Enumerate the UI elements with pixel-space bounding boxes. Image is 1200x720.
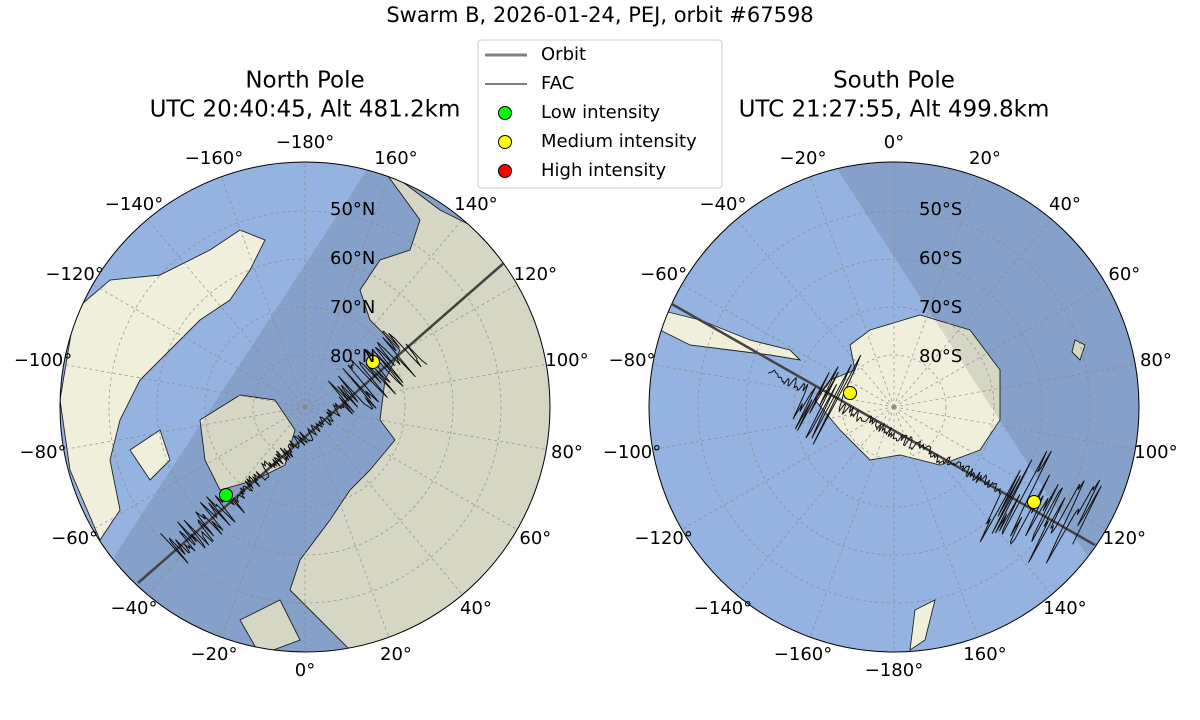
lat-label: 70°N [330, 297, 375, 318]
legend-label: Orbit [541, 44, 586, 65]
legend-label: Low intensity [541, 102, 661, 123]
meridian [220, 406, 306, 638]
meridian [652, 406, 895, 450]
lat-label: 50°N [330, 199, 375, 220]
meridian [893, 406, 979, 638]
legend-dot [498, 135, 512, 149]
meridian [92, 284, 306, 408]
lon-label: 80° [1140, 350, 1172, 371]
lon-label: 40° [1049, 194, 1081, 215]
lat-label: 60°S [919, 248, 962, 269]
map-title: North Pole [245, 68, 364, 94]
lon-label: 60° [1108, 264, 1140, 285]
lon-label: 40° [460, 598, 492, 619]
meridian [304, 406, 547, 450]
lon-label: −140° [694, 598, 752, 619]
lat-label: 70°S [919, 297, 962, 318]
lon-label: 0° [295, 660, 315, 681]
lon-label: 160° [374, 148, 417, 169]
lon-label: −80° [609, 350, 656, 371]
meridian [304, 364, 547, 408]
lon-label: 20° [969, 148, 1001, 169]
lon-label: −160° [774, 644, 832, 665]
meridian [893, 284, 1107, 408]
meridian [736, 406, 895, 595]
meridian [893, 364, 1136, 408]
legend-label: High intensity [541, 160, 666, 181]
meridian [809, 176, 895, 408]
fac-trace [160, 330, 428, 564]
meridian [63, 364, 306, 408]
south-grid [652, 162, 1136, 652]
lon-label: −60° [640, 264, 687, 285]
meridian [893, 176, 979, 408]
lon-label: −20° [191, 644, 238, 665]
meridian [304, 219, 463, 408]
lon-label: −120° [634, 528, 692, 549]
north-grid [63, 162, 547, 652]
lon-label: −20° [780, 148, 827, 169]
legend-label: Medium intensity [541, 131, 697, 152]
figure-title: Swarm B, 2026-01-24, PEJ, orbit #67598 [386, 3, 813, 27]
meridian [652, 364, 895, 408]
lon-label: 60° [519, 528, 551, 549]
meridian [681, 406, 895, 530]
lon-label: 20° [380, 644, 412, 665]
lon-label: −140° [105, 194, 163, 215]
lat-label: 80°N [330, 346, 375, 367]
map-title: South Pole [833, 68, 955, 94]
lon-label: 100° [545, 350, 588, 371]
meridian [809, 406, 895, 638]
lon-label: 80° [551, 442, 583, 463]
meridian [893, 406, 1136, 450]
medium-marker [366, 355, 380, 369]
low-marker [219, 488, 233, 502]
meridian [893, 406, 1107, 530]
meridian [304, 406, 463, 595]
lon-label: −60° [51, 528, 98, 549]
lon-label: −80° [20, 442, 67, 463]
medium-marker [843, 386, 857, 400]
lon-label: 140° [454, 194, 497, 215]
meridian [147, 219, 306, 408]
lon-label: −40° [700, 194, 747, 215]
lon-label: −120° [45, 264, 103, 285]
meridian [681, 284, 895, 408]
lon-label: 100° [1134, 442, 1177, 463]
meridian [304, 406, 518, 530]
meridian [893, 406, 1052, 595]
lon-label: −100° [603, 442, 661, 463]
legend-label: FAC [541, 73, 574, 94]
meridian [893, 219, 1052, 408]
lat-label: 50°S [919, 199, 962, 220]
meridian [92, 406, 306, 530]
map-subtitle: UTC 20:40:45, Alt 481.2km [150, 97, 461, 123]
lon-label: 140° [1043, 598, 1086, 619]
lon-label: −180° [865, 660, 923, 681]
lon-label: −40° [111, 598, 158, 619]
meridian [220, 176, 306, 408]
lon-label: 120° [1103, 528, 1146, 549]
legend: Orbit FAC Low intensity Medium intensity Hig… [477, 39, 723, 189]
legend-dot [498, 106, 512, 120]
lat-label: 60°N [330, 248, 375, 269]
north-map [59, 161, 551, 653]
lon-label: 160° [963, 644, 1006, 665]
meridian [304, 176, 390, 408]
fac-trace [768, 354, 1102, 564]
legend-dot [498, 164, 512, 178]
lon-label: −100° [14, 350, 72, 371]
lon-label: −160° [185, 148, 243, 169]
lon-label: −180° [276, 132, 334, 153]
meridian [63, 406, 306, 450]
lon-label: 120° [514, 264, 557, 285]
meridian [304, 406, 390, 638]
medium-marker [1027, 495, 1041, 509]
lon-label: 0° [884, 132, 904, 153]
meridian [736, 219, 895, 408]
map-subtitle: UTC 21:27:55, Alt 499.8km [739, 97, 1050, 123]
lat-label: 80°S [919, 346, 962, 367]
